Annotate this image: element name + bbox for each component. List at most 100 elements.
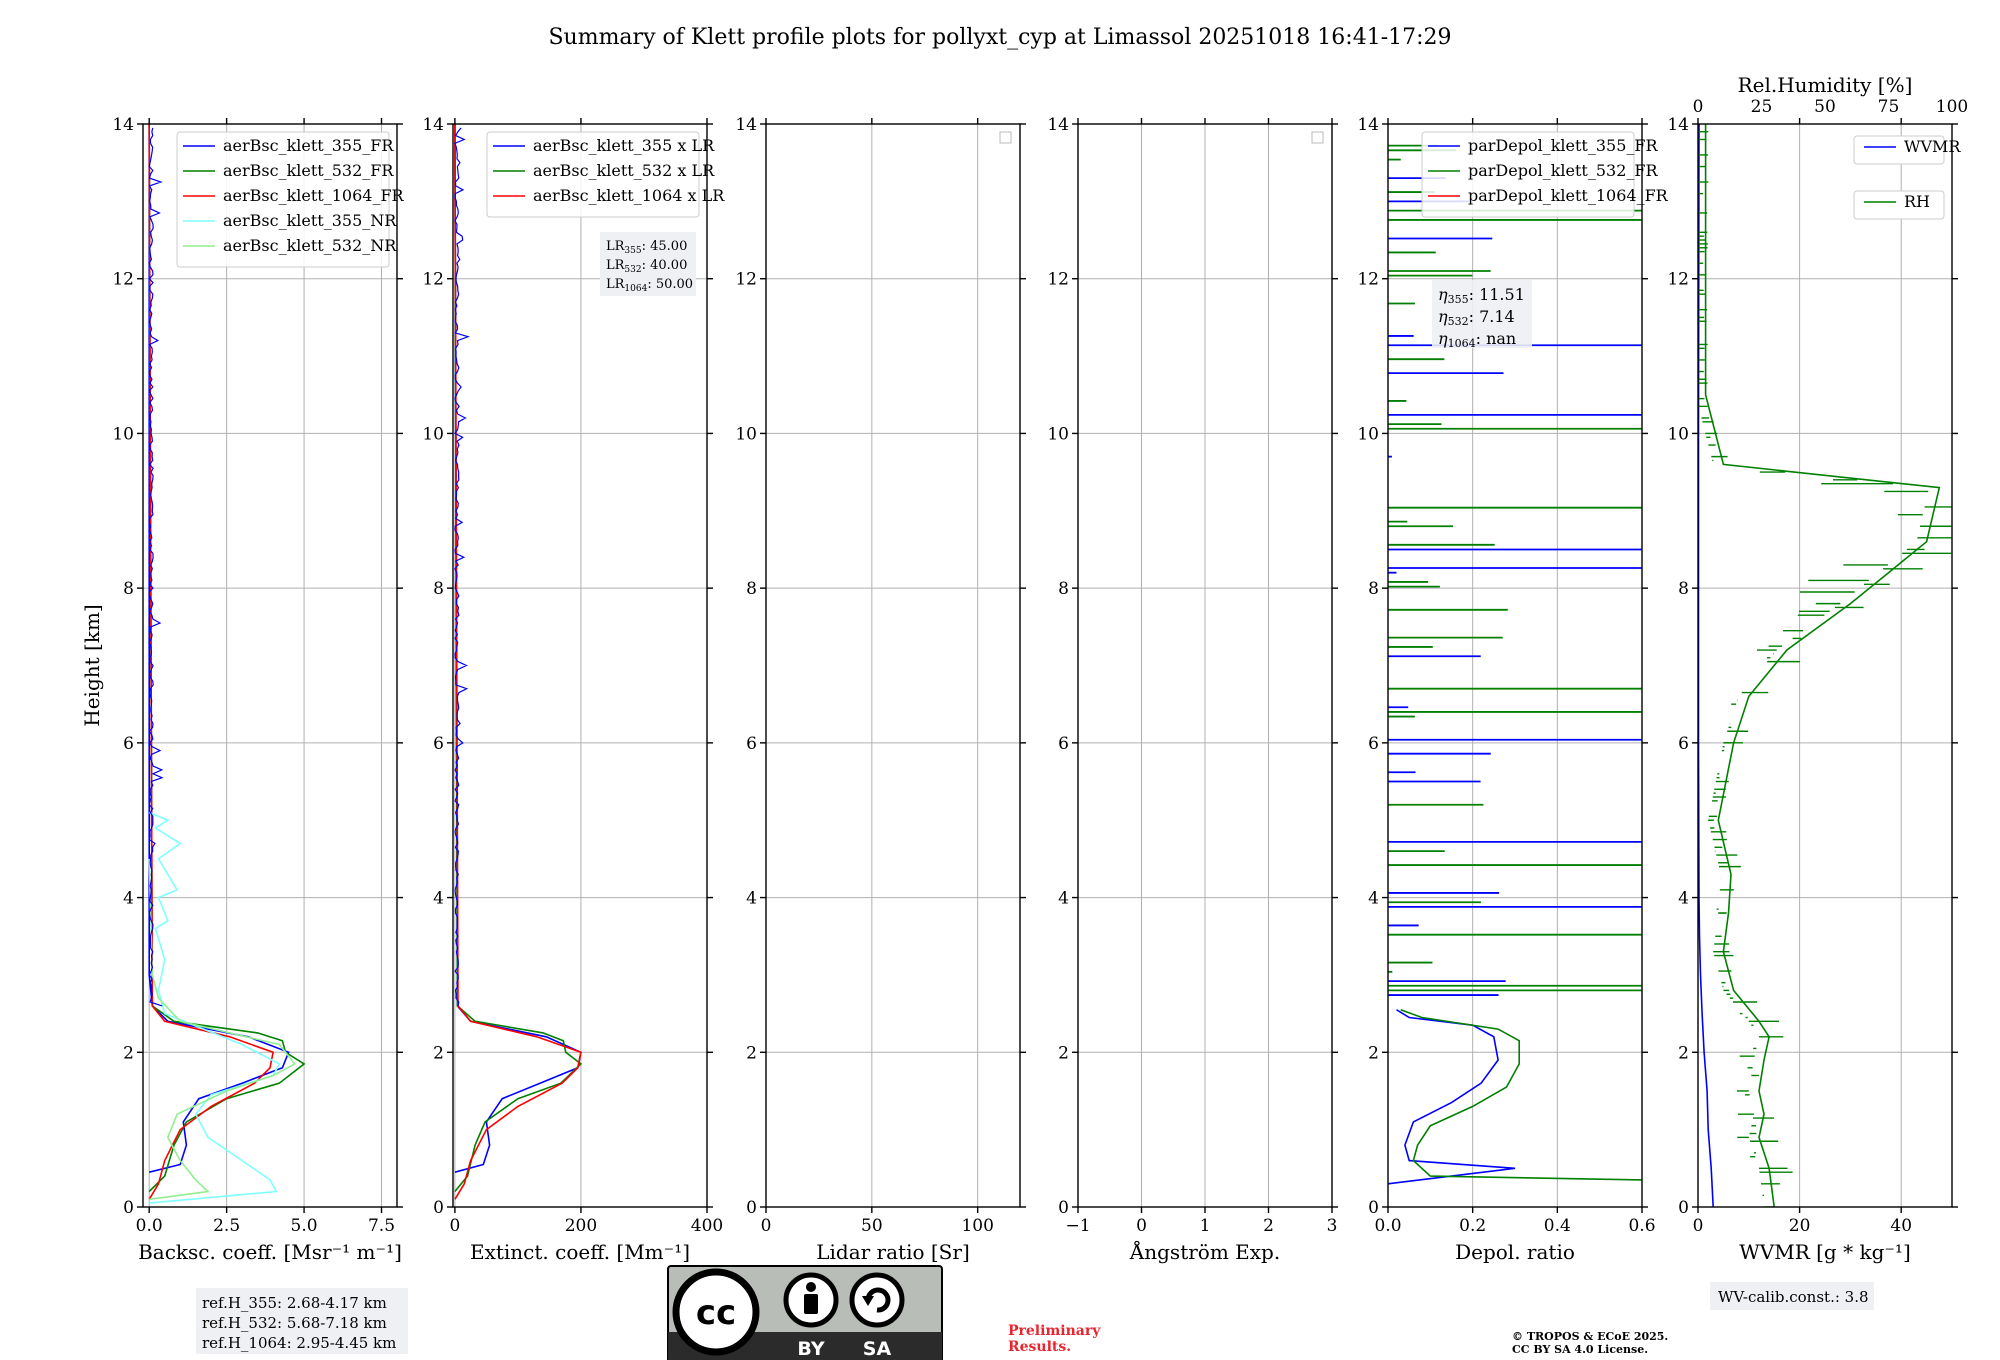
y-tick-label: 10 bbox=[1047, 424, 1069, 444]
preliminary-text-line1: Preliminary bbox=[1008, 1323, 1101, 1339]
x-tick-label: 20 bbox=[1789, 1216, 1811, 1236]
series-line-aerBsc_klett_532 x LR bbox=[454, 124, 583, 1193]
x2-tick-label: 50 bbox=[1814, 97, 1836, 117]
legend-box bbox=[486, 131, 700, 218]
series-line-aerBsc_klett_355_NR bbox=[148, 811, 281, 1204]
eta-box bbox=[1432, 280, 1532, 348]
y-tick-label: 14 bbox=[112, 115, 134, 135]
svg-text:cc: cc bbox=[696, 1293, 736, 1333]
series-line-aerBsc_klett_532_FR bbox=[148, 124, 306, 1193]
panel-1: 0 2 4 6 8 10 12 14 0.0 2.5 5.0 7.5 Backsc. coeff. [M… bbox=[80, 115, 408, 1354]
reference-height-text: ref.H_355: 2.68-4.17 km bbox=[202, 1294, 387, 1312]
panel-5: 0 2 4 6 8 10 12 14 0.0 0.2 0.4 0.6 Depol. ratio parDe… bbox=[1357, 115, 1668, 1264]
y-tick-label: 6 bbox=[1058, 734, 1069, 754]
series-line-aerBsc_klett_355 x LR bbox=[454, 124, 582, 1173]
preliminary-text-line2: Results. bbox=[1008, 1339, 1071, 1355]
axes-frame bbox=[1387, 123, 1643, 1208]
legend-label: aerBsc_klett_355 x LR bbox=[533, 136, 715, 155]
y-tick-label: 2 bbox=[1368, 1043, 1379, 1063]
legend-label: parDepol_klett_1064_FR bbox=[1468, 186, 1669, 205]
x-tick-label: 2.5 bbox=[213, 1216, 240, 1236]
x2-tick-label: 25 bbox=[1751, 97, 1773, 117]
y-tick-label: 14 bbox=[1667, 115, 1689, 135]
y-tick-label: 14 bbox=[1047, 115, 1069, 135]
x-tick-label: −1 bbox=[1065, 1216, 1090, 1236]
lidar-ratio-text: LR355: 45.00 bbox=[606, 239, 687, 256]
x-axis-label: Depol. ratio bbox=[1455, 1240, 1575, 1264]
legend-label: aerBsc_klett_1064_FR bbox=[223, 186, 405, 205]
axes-frame bbox=[1697, 123, 1953, 1208]
x-tick-label: 0 bbox=[449, 1216, 460, 1236]
x2-tick-label: 75 bbox=[1878, 97, 1900, 117]
x-tick-label: 0.2 bbox=[1459, 1216, 1486, 1236]
x-tick-label: 50 bbox=[861, 1216, 883, 1236]
y-tick-label: 14 bbox=[1357, 115, 1379, 135]
x-tick-label: 200 bbox=[565, 1216, 597, 1236]
axes-frame bbox=[452, 123, 708, 1208]
y-tick-label: 0 bbox=[1368, 1198, 1379, 1218]
y-tick-label: 4 bbox=[746, 889, 757, 909]
x-tick-label: 7.5 bbox=[368, 1216, 395, 1236]
y-tick-label: 6 bbox=[1368, 734, 1379, 754]
x-tick-label: 0.6 bbox=[1628, 1216, 1655, 1236]
plot-area bbox=[148, 124, 306, 1204]
legend-label: parDepol_klett_355_FR bbox=[1468, 136, 1659, 155]
legend-label: RH bbox=[1904, 192, 1930, 211]
reference-height-box bbox=[196, 1288, 408, 1354]
empty-legend-box bbox=[1311, 131, 1324, 144]
x-axis-label: Backsc. coeff. [Msr⁻¹ m⁻¹] bbox=[138, 1240, 402, 1264]
y-tick-label: 10 bbox=[422, 424, 444, 444]
lidar-ratio-text: LR1064: 50.00 bbox=[606, 277, 693, 294]
y-tick-label: 2 bbox=[746, 1043, 757, 1063]
y-tick-label: 0 bbox=[1058, 1198, 1069, 1218]
y-tick-label: 14 bbox=[735, 115, 757, 135]
lidar-ratio-text: LR532: 40.00 bbox=[606, 258, 687, 275]
y-tick-label: 12 bbox=[735, 270, 757, 290]
x-tick-label: 2 bbox=[1263, 1216, 1274, 1236]
axes-frame bbox=[765, 123, 1021, 1208]
axes-frame bbox=[142, 123, 398, 1208]
y-tick-label: 0 bbox=[1678, 1198, 1689, 1218]
legend-label: WVMR bbox=[1904, 137, 1961, 156]
plot-area bbox=[1698, 124, 1952, 1207]
series-noise-355 bbox=[148, 127, 164, 1007]
legend-label: aerBsc_klett_532_FR bbox=[223, 161, 394, 180]
cc-logo-icon: cc bbox=[672, 1268, 760, 1356]
y-tick-label: 12 bbox=[1047, 270, 1069, 290]
y-tick-label: 2 bbox=[123, 1043, 134, 1063]
panel-3: 0 2 4 6 8 10 12 14 0 50 100 Lidar ratio [Sr] bbox=[735, 115, 1026, 1264]
legend-box bbox=[1853, 190, 1945, 220]
x2-tick-label: 0 bbox=[1693, 97, 1704, 117]
y-tick-label: 10 bbox=[1357, 424, 1379, 444]
y-tick-label: 6 bbox=[433, 734, 444, 754]
badge-sa-label: SA bbox=[863, 1338, 892, 1360]
x-tick-label: 3 bbox=[1327, 1216, 1338, 1236]
y-tick-label: 12 bbox=[1667, 270, 1689, 290]
y-tick-label: 4 bbox=[1678, 889, 1689, 909]
y-tick-label: 8 bbox=[123, 579, 134, 599]
reference-height-text: ref.H_532: 5.68-7.18 km bbox=[202, 1314, 387, 1332]
legend-box bbox=[1853, 135, 1945, 165]
y-tick-label: 8 bbox=[1368, 579, 1379, 599]
x-tick-label: 400 bbox=[691, 1216, 723, 1236]
series-line-RH bbox=[1704, 124, 1941, 1207]
x-tick-label: 100 bbox=[961, 1216, 993, 1236]
legend-box bbox=[176, 131, 390, 268]
legend-label: aerBsc_klett_355_NR bbox=[223, 211, 397, 230]
x-tick-label: 40 bbox=[1890, 1216, 1912, 1236]
series-line-aerBsc_klett_1064 x LR bbox=[454, 124, 582, 1200]
empty-legend-box bbox=[999, 131, 1012, 144]
x-tick-label: 0 bbox=[761, 1216, 772, 1236]
eta-text: η355: 11.51 bbox=[1438, 285, 1525, 306]
y-tick-label: 10 bbox=[112, 424, 134, 444]
y-tick-label: 8 bbox=[1678, 579, 1689, 599]
copyright-line1: © TROPOS & ECoE 2025. bbox=[1512, 1330, 1668, 1343]
x2-tick-label: 100 bbox=[1936, 97, 1968, 117]
y-tick-label: 0 bbox=[746, 1198, 757, 1218]
legend-label: aerBsc_klett_532 x LR bbox=[533, 161, 715, 180]
x-tick-label: 0 bbox=[1693, 1216, 1704, 1236]
